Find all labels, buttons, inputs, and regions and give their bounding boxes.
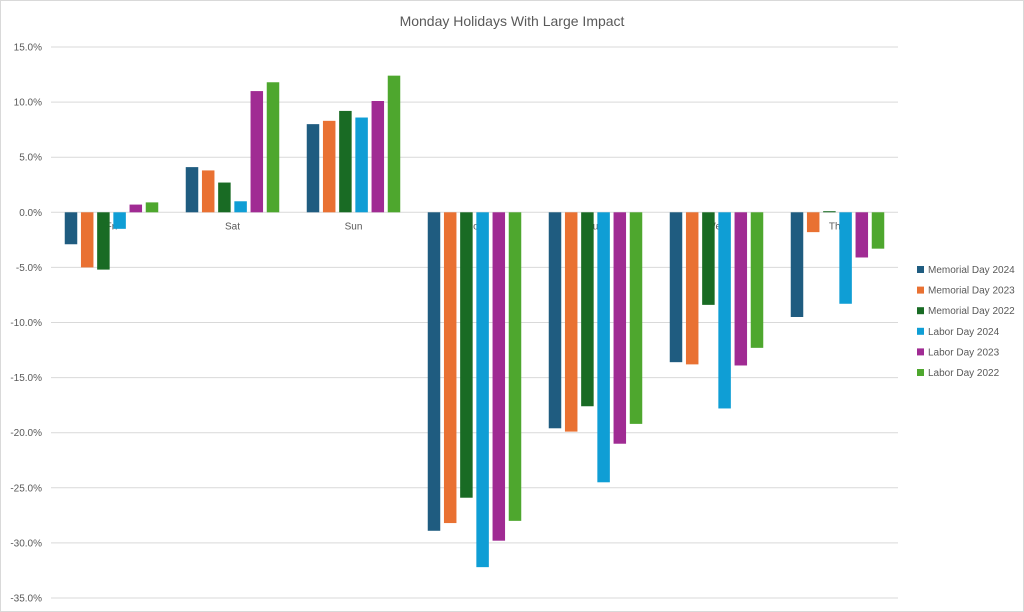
category-label: Tue bbox=[587, 221, 604, 232]
bar bbox=[355, 117, 368, 213]
bar bbox=[613, 212, 627, 444]
y-tick-label: 15.0% bbox=[14, 43, 42, 54]
bar bbox=[492, 212, 506, 541]
bar bbox=[790, 212, 804, 317]
bar bbox=[201, 170, 215, 213]
category-label: Fri bbox=[106, 221, 118, 232]
category-labels: Fri Sat Sun Mon Tue Wed Thu bbox=[106, 221, 846, 232]
bar bbox=[80, 212, 94, 268]
y-tick-label: -30.0% bbox=[10, 538, 42, 549]
gridlines bbox=[51, 46, 898, 599]
bar bbox=[750, 212, 764, 348]
bar bbox=[113, 212, 126, 229]
bar bbox=[806, 212, 820, 233]
y-tick-label: -25.0% bbox=[10, 483, 42, 494]
bar bbox=[476, 212, 489, 568]
chart-title: Monday Holidays With Large Impact bbox=[400, 13, 625, 29]
y-tick-label: 10.0% bbox=[14, 98, 42, 109]
category-label: Wed bbox=[706, 221, 726, 232]
y-tick-label: -5.0% bbox=[16, 263, 42, 274]
bar bbox=[145, 202, 159, 213]
bar bbox=[718, 212, 731, 409]
bar bbox=[548, 212, 562, 429]
category-label: Mon bbox=[465, 221, 484, 232]
y-tick-label: -20.0% bbox=[10, 428, 42, 439]
legend: Memorial Day 2024 Memorial Day 2023 Memori… bbox=[917, 265, 1015, 379]
bar bbox=[339, 110, 352, 213]
y-tick-label: 0.0% bbox=[19, 208, 42, 219]
bar bbox=[234, 201, 247, 213]
bar bbox=[669, 212, 683, 363]
bar bbox=[306, 124, 320, 213]
bar bbox=[855, 212, 869, 258]
bar bbox=[564, 212, 578, 432]
legend-label: Memorial Day 2024 bbox=[928, 265, 1015, 276]
bar bbox=[64, 212, 78, 245]
category-label: Thu bbox=[829, 221, 846, 232]
bar bbox=[629, 212, 643, 424]
legend-swatch bbox=[917, 348, 924, 356]
bar bbox=[597, 212, 610, 483]
legend-label: Memorial Day 2023 bbox=[928, 286, 1015, 297]
bar bbox=[185, 167, 199, 213]
bar bbox=[702, 212, 715, 305]
bar bbox=[97, 212, 110, 270]
y-tick-label: -15.0% bbox=[10, 373, 42, 384]
category-label: Sun bbox=[345, 221, 363, 232]
bar bbox=[871, 212, 885, 249]
y-tick-label: 5.0% bbox=[19, 153, 42, 164]
bar bbox=[129, 204, 143, 213]
legend-label: Memorial Day 2022 bbox=[928, 306, 1015, 317]
bar bbox=[387, 75, 401, 213]
y-tick-label: -10.0% bbox=[10, 318, 42, 329]
category-label: Sat bbox=[225, 221, 240, 232]
legend-swatch bbox=[917, 327, 924, 335]
bar bbox=[839, 212, 852, 304]
bar bbox=[266, 82, 280, 213]
bar bbox=[250, 91, 264, 213]
bar bbox=[460, 212, 473, 498]
legend-swatch bbox=[917, 307, 924, 315]
bars bbox=[64, 75, 885, 568]
bar bbox=[371, 100, 385, 213]
legend-label: Labor Day 2023 bbox=[928, 347, 1000, 358]
bar bbox=[685, 212, 699, 365]
bar bbox=[508, 212, 522, 521]
y-axis-labels: 15.0% 10.0% 5.0% 0.0% -5.0% -10.0% -15.0% -20.0… bbox=[10, 43, 42, 605]
bar bbox=[443, 212, 457, 524]
bar bbox=[427, 212, 441, 531]
y-tick-label: -35.0% bbox=[10, 594, 42, 605]
legend-label: Labor Day 2022 bbox=[928, 368, 1000, 379]
legend-swatch bbox=[917, 266, 924, 273]
bar bbox=[218, 182, 231, 213]
bar bbox=[322, 120, 336, 213]
bar bbox=[734, 212, 748, 366]
bar bbox=[823, 211, 836, 213]
legend-swatch bbox=[917, 286, 924, 294]
bar bbox=[581, 212, 594, 407]
legend-swatch bbox=[917, 369, 924, 376]
legend-label: Labor Day 2024 bbox=[928, 327, 1000, 338]
